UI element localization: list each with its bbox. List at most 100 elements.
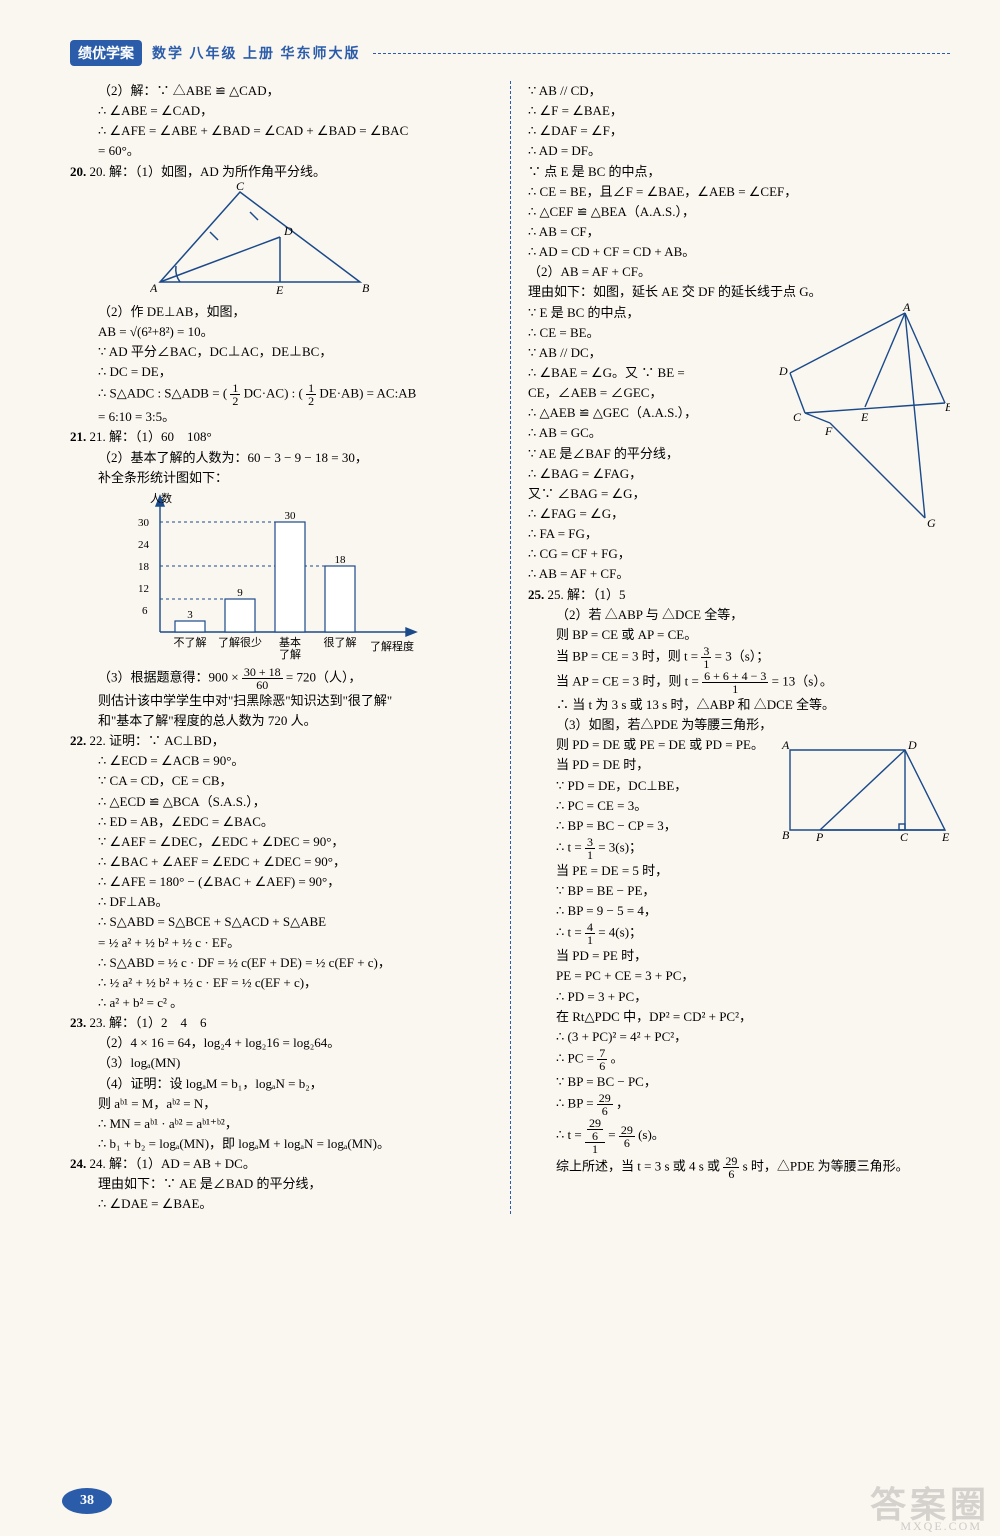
- svg-text:不了解: 不了解: [174, 635, 207, 649]
- t: ∴ t =: [556, 839, 585, 854]
- svg-text:E: E: [860, 410, 869, 424]
- text: ∴ a² + b² = c² 。: [70, 993, 492, 1013]
- figure-trapezoid-25: AD BP CE: [780, 735, 950, 845]
- left-column: （2）解：∵ △ABE ≌ △CAD， ∴ ∠ABE = ∠CAD， ∴ ∠AF…: [70, 81, 510, 1214]
- svg-text:D: D: [778, 364, 788, 378]
- frac: 296: [619, 1124, 635, 1149]
- text: 理由如下：∵ AE 是∠BAD 的平分线，: [70, 1174, 492, 1194]
- svg-text:E: E: [941, 830, 950, 844]
- text: （2）解：∵ △ABE ≌ △CAD，: [70, 81, 492, 101]
- header-rule: [373, 53, 951, 54]
- text: ∴ S△ADC : S△ADB = ( 12 DC·AC) : ( 12 DE·…: [70, 382, 492, 407]
- text: ∴ S△ABD = S△BCE + S△ACD + S△ABE: [70, 912, 492, 932]
- svg-text:很了解: 很了解: [324, 635, 357, 649]
- text: （3）logₐ(MN): [70, 1053, 492, 1073]
- text: ∵ AD 平分∠BAC，DC⊥AC，DE⊥BC，: [70, 342, 492, 362]
- t: = 720（人），: [286, 669, 362, 684]
- frac: 76: [597, 1047, 607, 1072]
- t: s 时，△PDE 为等腰三角形。: [743, 1159, 909, 1174]
- text: ∴ ED = AB，∠EDC = ∠BAC。: [70, 812, 492, 832]
- svg-text:3: 3: [187, 609, 193, 621]
- watermark-sub: MXQE.COM: [900, 1519, 982, 1534]
- frac: 41: [585, 921, 595, 946]
- text: ∴ ∠ECD = ∠ACB = 90°。: [70, 751, 492, 771]
- text: ∵ CA = CD，CE = CB，: [70, 771, 492, 791]
- t: 当 BP = CE = 3 时，则 t =: [556, 648, 701, 663]
- text: （4）证明：设 logₐM = b₁，logₐN = b₂，: [70, 1074, 492, 1094]
- svg-text:A: A: [781, 738, 790, 752]
- svg-text:B: B: [945, 400, 950, 414]
- text: 则 BP = CE 或 AP = CE。: [528, 625, 950, 645]
- text: ∴ PD = 3 + PC，: [528, 987, 950, 1007]
- text: ∴ AB = AF + CF。: [528, 564, 950, 584]
- text: 和"基本了解"程度的总人数为 720 人。: [70, 711, 492, 731]
- figure-triangle-20: AB CD E: [150, 182, 380, 302]
- page-number: 38: [62, 1488, 112, 1518]
- text: ∴ 当 t 为 3 s 或 13 s 时，△ABP 和 △DCE 全等。: [528, 695, 950, 715]
- text: ∵ 点 E 是 BC 的中点，: [528, 162, 950, 182]
- svg-text:9: 9: [237, 587, 243, 599]
- q23: 23. 23. 解：（1）2 4 6: [70, 1013, 492, 1033]
- t: = 3（s）；: [715, 648, 770, 663]
- q20: 20. 20. 解：（1）如图，AD 为所作角平分线。: [70, 162, 492, 182]
- text: ∴ AD = DF。: [528, 141, 950, 161]
- t: ∴ PC =: [556, 1051, 597, 1066]
- text: ∴ △CEF ≌ △BEA（A.A.S.），: [528, 202, 950, 222]
- text: （2）作 DE⊥AB，如图，: [70, 302, 492, 322]
- text: （2）4 × 16 = 64，log₂4 + log₂16 = log₂64。: [70, 1033, 492, 1053]
- text: （2）AB = AF + CF。: [528, 262, 950, 282]
- svg-text:C: C: [793, 410, 802, 424]
- text: ∴ ∠ABE = ∠CAD，: [70, 101, 492, 121]
- q22: 22. 22. 证明：∵ AC⊥BD，: [70, 731, 492, 751]
- svg-text:18: 18: [335, 554, 347, 566]
- right-column: ∵ AB // CD， ∴ ∠F = ∠BAE， ∴ ∠DAF = ∠F， ∴ …: [510, 81, 950, 1214]
- text: 当 PE = DE = 5 时，: [528, 861, 950, 881]
- t: ∴ BP =: [556, 1096, 597, 1111]
- text: PE = PC + CE = 3 + PC，: [528, 966, 950, 986]
- t: 综上所述，当 t = 3 s 或 4 s 或: [556, 1159, 720, 1174]
- svg-text:E: E: [275, 283, 284, 297]
- svg-text:D: D: [907, 738, 917, 752]
- text: ∴ t = 41 = 4(s)；: [528, 921, 950, 946]
- text: ∴ CG = CF + FG，: [528, 544, 950, 564]
- svg-text:基本: 基本: [279, 635, 301, 649]
- t: = 3(s)；: [598, 839, 642, 854]
- t: ∴ S△ADC : S△ADB = (: [98, 386, 227, 401]
- t: (s)。: [638, 1127, 665, 1142]
- frac: 31: [585, 836, 595, 861]
- frac: 296: [597, 1092, 613, 1117]
- t: =: [608, 1127, 619, 1142]
- text: ∴ DC = DE，: [70, 362, 492, 382]
- t: = 13（s）。: [772, 673, 833, 688]
- text: 综上所述，当 t = 3 s 或 4 s 或 296 s 时，△PDE 为等腰三…: [528, 1155, 950, 1180]
- svg-text:D: D: [283, 224, 293, 238]
- text: ∴ S△ABD = ½ c · DF = ½ c(EF + DE) = ½ c(…: [70, 953, 492, 973]
- text: ∴ ∠BAC + ∠AEF = ∠EDC + ∠DEC = 90°，: [70, 852, 492, 872]
- svg-text:24: 24: [138, 539, 150, 551]
- text: 20. 解：（1）如图，AD 为所作角平分线。: [90, 164, 327, 179]
- svg-text:12: 12: [138, 583, 149, 595]
- svg-text:C: C: [236, 182, 245, 193]
- svg-text:G: G: [927, 516, 936, 530]
- text: AB = √(6²+8²) = 10。: [70, 322, 492, 342]
- text: 21. 解：（1）60 108°: [90, 429, 212, 444]
- t: ∴ t =: [556, 1127, 585, 1142]
- svg-text:了解很少: 了解很少: [218, 635, 262, 649]
- page: 绩优学案 数学 八年级 上册 华东师大版 （2）解：∵ △ABE ≌ △CAD，…: [0, 0, 1000, 1536]
- svg-text:30: 30: [138, 517, 150, 529]
- text: ∴ CE = BE，且∠F = ∠BAE，∠AEB = ∠CEF，: [528, 182, 950, 202]
- frac: 296: [723, 1155, 739, 1180]
- frac: 296 1: [585, 1117, 605, 1155]
- svg-text:了解程度: 了解程度: [370, 639, 414, 653]
- t: （3）根据题意得：900 ×: [98, 669, 242, 684]
- t: DE·AB) = AC:AB: [319, 386, 416, 401]
- text: ∴ BP = 9 − 5 = 4，: [528, 901, 950, 921]
- text: 则估计该中学学生中对"扫黑除恶"知识达到"很了解": [70, 691, 492, 711]
- svg-text:F: F: [824, 424, 833, 438]
- frac: 30 + 1860: [242, 666, 283, 691]
- text: ∴ (3 + PC)² = 4² + PC²，: [528, 1027, 950, 1047]
- frac: 12: [306, 382, 316, 407]
- svg-text:A: A: [902, 303, 911, 314]
- text: ∴ ∠DAE = ∠BAE。: [70, 1194, 492, 1214]
- text: ∴ BP = 296 ，: [528, 1092, 950, 1117]
